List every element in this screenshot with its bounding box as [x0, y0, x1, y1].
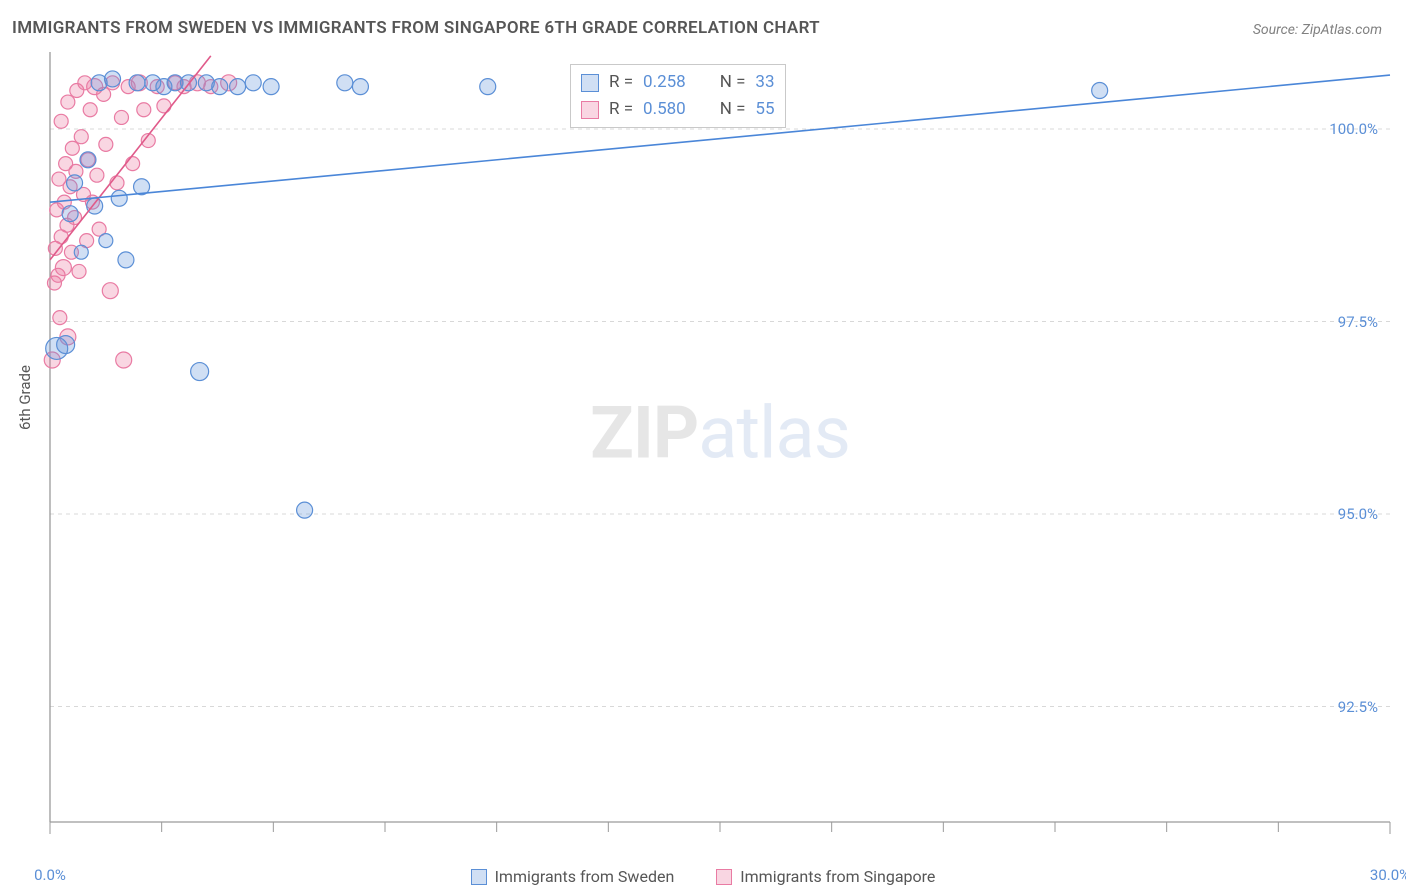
info-row: R = 0.258 N = 33: [581, 69, 775, 96]
info-swatch-icon: [581, 101, 599, 119]
info-row: R = 0.580 N = 55: [581, 96, 775, 123]
scatter-point: [61, 95, 75, 109]
scatter-point: [114, 110, 128, 124]
scatter-point: [126, 157, 140, 171]
scatter-point: [72, 264, 86, 278]
legend-swatch-icon: [716, 869, 732, 885]
scatter-point: [99, 234, 113, 248]
r-label: R =: [609, 69, 633, 96]
scatter-point: [116, 352, 132, 368]
scatter-point: [53, 311, 67, 325]
scatter-point: [74, 130, 88, 144]
scatter-point: [57, 336, 75, 354]
y-tick-label: 95.0%: [1338, 505, 1378, 523]
scatter-point: [105, 71, 121, 87]
scatter-point: [352, 79, 368, 95]
scatter-point: [110, 176, 124, 190]
scatter-point: [74, 245, 88, 259]
scatter-point: [67, 175, 83, 191]
scatter-point: [263, 79, 279, 95]
scatter-point: [337, 75, 353, 91]
y-tick-label: 97.5%: [1338, 313, 1378, 331]
info-swatch-icon: [581, 74, 599, 92]
n-label: N =: [720, 69, 746, 96]
n-value: 55: [755, 96, 774, 123]
scatter-point: [55, 260, 71, 276]
y-tick-label: 100.0%: [1329, 120, 1378, 138]
scatter-point: [111, 190, 127, 206]
plot-area: ZIPatlas 92.5%95.0%97.5%100.0% R =0.258N…: [50, 52, 1390, 822]
y-axis-label: 6th Grade: [16, 365, 34, 430]
chart-title: IMMIGRANTS FROM SWEDEN VS IMMIGRANTS FRO…: [12, 18, 820, 38]
scatter-point: [297, 502, 313, 518]
scatter-point: [102, 283, 118, 299]
scatter-point: [62, 206, 78, 222]
bottom-legend: Immigrants from Sweden Immigrants from S…: [0, 867, 1406, 886]
scatter-point: [245, 75, 261, 91]
scatter-point: [99, 137, 113, 151]
scatter-point: [212, 79, 228, 95]
scatter-point: [54, 114, 68, 128]
scatter-point: [65, 141, 79, 155]
r-value: 0.580: [643, 96, 686, 123]
legend-label: Immigrants from Sweden: [495, 867, 675, 886]
n-value: 33: [755, 69, 774, 96]
r-label: R =: [609, 96, 633, 123]
scatter-point: [90, 168, 104, 182]
source-credit: Source: ZipAtlas.com: [1253, 22, 1382, 38]
r-value: 0.258: [643, 69, 686, 96]
legend-label: Immigrants from Singapore: [740, 867, 935, 886]
correlation-info-box: R = 0.258 N = 33 R = 0.580 N = 55: [570, 64, 786, 128]
scatter-point: [1092, 83, 1108, 99]
n-label: N =: [720, 96, 746, 123]
scatter-point: [191, 363, 209, 381]
scatter-point: [137, 103, 151, 117]
scatter-point: [118, 252, 134, 268]
scatter-point: [230, 79, 246, 95]
legend-item-singapore: Immigrants from Singapore: [716, 867, 935, 886]
scatter-chart: [50, 52, 1390, 822]
scatter-point: [157, 99, 171, 113]
scatter-point: [80, 152, 96, 168]
legend-swatch-icon: [471, 869, 487, 885]
scatter-point: [129, 75, 145, 91]
y-tick-label: 92.5%: [1338, 698, 1378, 716]
scatter-point: [480, 79, 496, 95]
legend-item-sweden: Immigrants from Sweden: [471, 867, 675, 886]
scatter-point: [83, 103, 97, 117]
